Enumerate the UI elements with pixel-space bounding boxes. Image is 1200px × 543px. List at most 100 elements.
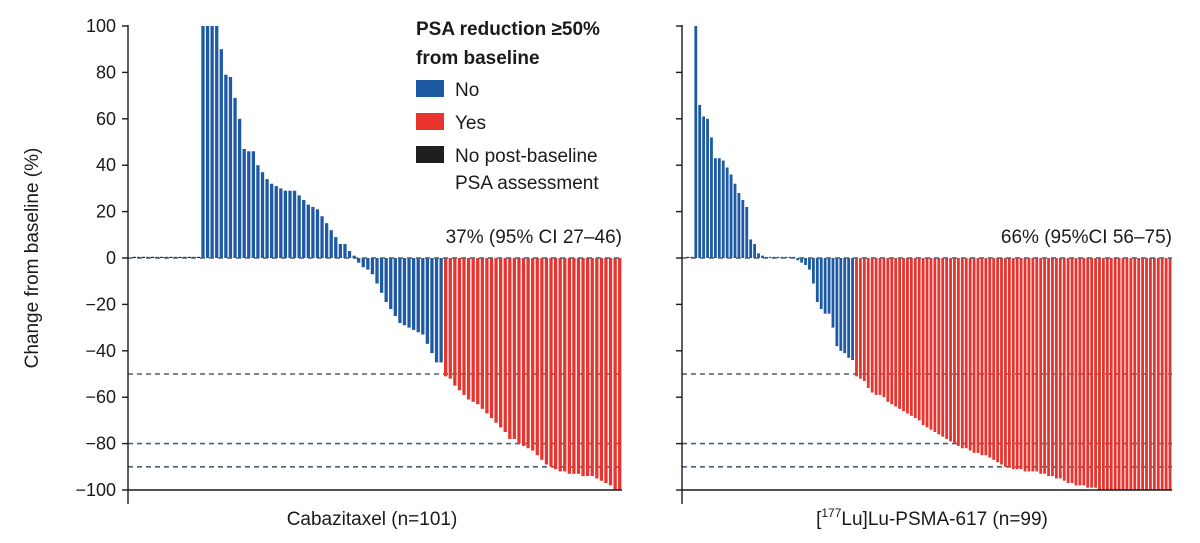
bar-right-60 — [921, 258, 925, 426]
bar-right-45 — [862, 258, 866, 381]
bar-right-32 — [811, 258, 815, 284]
bar-right-40 — [843, 258, 847, 354]
bar-right-47 — [870, 258, 874, 393]
bar-right-6 — [710, 137, 713, 258]
bar-left-15 — [201, 26, 205, 258]
bar-right-12 — [733, 183, 737, 258]
right-panel — [676, 25, 1172, 504]
bar-left-10 — [178, 256, 182, 258]
bar-left-42 — [324, 223, 329, 258]
y-tick-label-5: 0 — [106, 248, 116, 268]
bar-right-38 — [835, 258, 839, 347]
bar-left-2 — [141, 256, 146, 258]
bar-right-93 — [1051, 258, 1054, 477]
bar-right-66 — [945, 258, 949, 439]
bar-right-19 — [761, 255, 764, 258]
bar-left-105 — [613, 258, 617, 490]
bar-right-105 — [1098, 258, 1101, 490]
bar-left-81 — [503, 258, 507, 432]
bar-right-122 — [1164, 258, 1168, 490]
bar-left-49 — [357, 258, 361, 263]
bar-right-70 — [960, 258, 964, 449]
bar-left-91 — [549, 258, 553, 467]
bar-right-51 — [886, 258, 890, 402]
bar-left-79 — [494, 258, 498, 423]
bar-left-32 — [279, 188, 283, 258]
bar-left-35 — [292, 190, 297, 258]
bar-right-120 — [1156, 258, 1160, 490]
bar-right-34 — [819, 258, 823, 310]
bar-left-87 — [531, 258, 535, 451]
bar-left-63 — [421, 258, 425, 335]
bar-left-94 — [563, 258, 567, 472]
bar-right-5 — [706, 118, 709, 258]
bar-right-90 — [1039, 258, 1043, 474]
bar-right-58 — [913, 258, 917, 419]
bar-right-7 — [713, 158, 717, 258]
bar-right-68 — [953, 258, 956, 444]
bar-right-55 — [902, 258, 905, 412]
bar-right-57 — [909, 258, 913, 416]
bar-left-96 — [572, 258, 576, 474]
bar-left-76 — [480, 258, 484, 409]
bar-left-86 — [526, 258, 530, 449]
bar-right-100 — [1078, 258, 1082, 486]
legend: PSA reduction ≥50% from baseline No Yes … — [416, 19, 600, 194]
bar-right-108 — [1109, 258, 1113, 490]
bar-left-26 — [251, 151, 256, 258]
bar-left-36 — [297, 195, 301, 258]
bar-right-106 — [1102, 258, 1105, 490]
bar-left-30 — [270, 183, 274, 258]
bar-right-61 — [925, 258, 929, 428]
bar-right-111 — [1121, 258, 1125, 490]
legend-title-line2: from baseline — [416, 48, 540, 69]
bar-right-104 — [1094, 258, 1097, 488]
bar-right-75 — [980, 258, 984, 456]
bar-right-28 — [796, 258, 800, 261]
bar-right-113 — [1129, 258, 1133, 490]
bar-right-86 — [1023, 258, 1027, 472]
bar-left-37 — [302, 200, 306, 258]
bar-left-106 — [618, 258, 622, 490]
bar-left-22 — [233, 97, 237, 258]
bar-right-15 — [745, 206, 749, 258]
bar-left-98 — [581, 258, 585, 477]
bar-left-92 — [553, 258, 558, 470]
bar-right-109 — [1113, 258, 1117, 490]
bar-left-77 — [485, 258, 489, 414]
bar-right-33 — [815, 258, 819, 303]
bar-left-62 — [416, 258, 420, 333]
bar-left-100 — [590, 258, 594, 477]
bar-right-72 — [968, 258, 972, 451]
bar-right-36 — [827, 258, 831, 314]
bar-left-90 — [544, 258, 549, 465]
bar-right-3 — [698, 104, 702, 258]
y-tick-label-10: −100 — [75, 480, 116, 500]
y-axis-title: Change from baseline (%) — [22, 148, 43, 369]
bar-left-78 — [489, 258, 494, 419]
bar-left-67 — [439, 258, 443, 363]
bar-right-44 — [859, 258, 862, 379]
bar-right-119 — [1152, 258, 1156, 490]
bar-left-95 — [567, 258, 571, 474]
bar-right-69 — [956, 258, 960, 446]
bar-right-59 — [917, 258, 921, 421]
bar-right-62 — [929, 258, 933, 430]
bar-left-43 — [329, 230, 333, 258]
bar-left-51 — [366, 258, 370, 270]
bar-right-10 — [725, 167, 729, 258]
bar-right-71 — [964, 258, 968, 449]
bar-left-48 — [352, 255, 356, 258]
bar-right-88 — [1031, 258, 1035, 472]
bar-left-68 — [444, 258, 448, 377]
bar-left-71 — [457, 258, 462, 391]
bar-left-66 — [434, 258, 439, 363]
bar-right-21 — [768, 256, 772, 258]
left-panel: 100 80 60 40 20 0 −20 −40 −60 −80 −100 — [75, 16, 622, 504]
bar-left-59 — [402, 258, 407, 326]
bar-right-91 — [1043, 258, 1047, 474]
bar-left-56 — [389, 258, 393, 310]
bar-left-103 — [604, 258, 608, 484]
x-axis-label-right: [177Lu]Lu-PSMA-617 (n=99) — [816, 506, 1048, 530]
bar-right-56 — [906, 258, 909, 414]
